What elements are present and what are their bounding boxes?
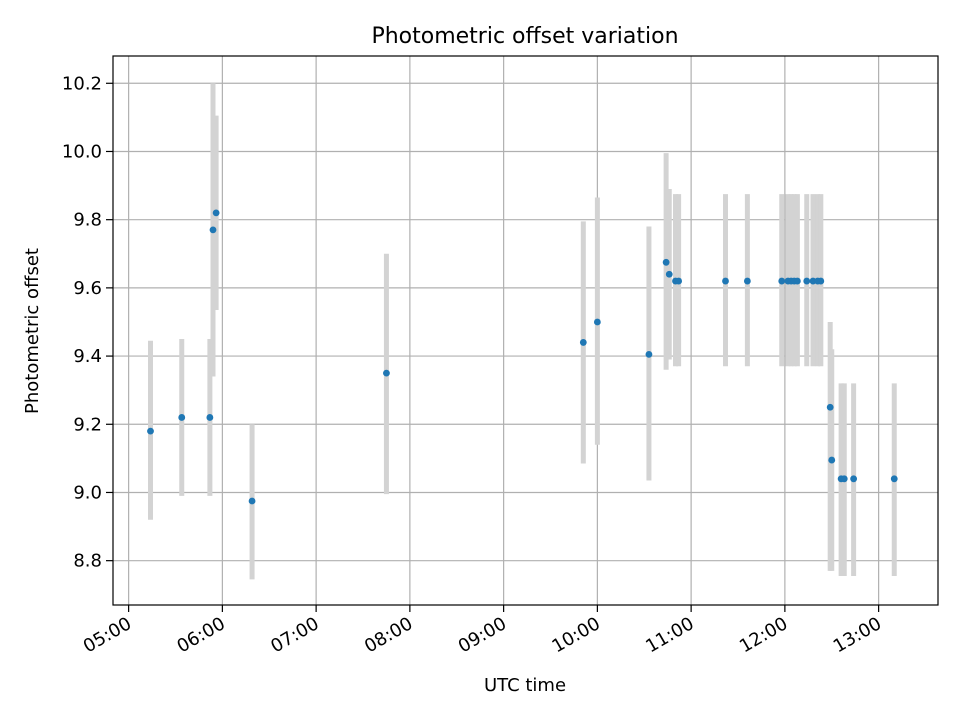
data-point <box>675 277 683 285</box>
data-point <box>662 258 670 266</box>
data-point <box>645 350 653 358</box>
data-point <box>212 209 220 217</box>
data-point <box>579 339 587 346</box>
y-tick-label: 10.0 <box>62 141 102 162</box>
x-axis-label: UTC time <box>484 675 566 696</box>
y-tick-label: 9.6 <box>73 278 102 299</box>
data-point <box>890 475 898 483</box>
data-point <box>248 497 256 505</box>
data-point <box>383 369 390 377</box>
data-point <box>817 277 825 285</box>
plot-frame <box>112 55 939 606</box>
data-point <box>803 277 811 285</box>
y-tick-label: 9.4 <box>73 346 102 367</box>
data-points <box>147 209 898 505</box>
y-tick-label: 10.2 <box>62 73 102 94</box>
data-point <box>209 226 217 234</box>
y-tick-label: 8.8 <box>73 551 102 572</box>
data-point <box>840 475 848 483</box>
grid <box>113 56 938 605</box>
data-point <box>809 277 817 285</box>
y-tick-label: 9.2 <box>73 414 102 435</box>
data-point <box>206 414 214 421</box>
data-point <box>850 475 858 483</box>
data-point <box>593 318 601 326</box>
data-point <box>722 277 729 285</box>
y-axis-label: Photometric offset <box>22 248 43 414</box>
data-point <box>665 270 673 278</box>
axis-ticks: 05:00 06:00 07:00 08:00 09:00 10:00 11:00 12:00… <box>62 73 885 657</box>
data-point <box>778 277 786 285</box>
data-point <box>178 414 186 421</box>
data-point <box>743 277 751 285</box>
data-point <box>828 456 836 464</box>
data-point <box>147 427 154 435</box>
chart-title: Photometric offset variation <box>371 24 678 49</box>
y-tick-label: 9.0 <box>73 482 102 503</box>
data-point <box>826 403 834 411</box>
y-tick-label: 9.8 <box>73 210 102 231</box>
data-point <box>793 277 801 285</box>
